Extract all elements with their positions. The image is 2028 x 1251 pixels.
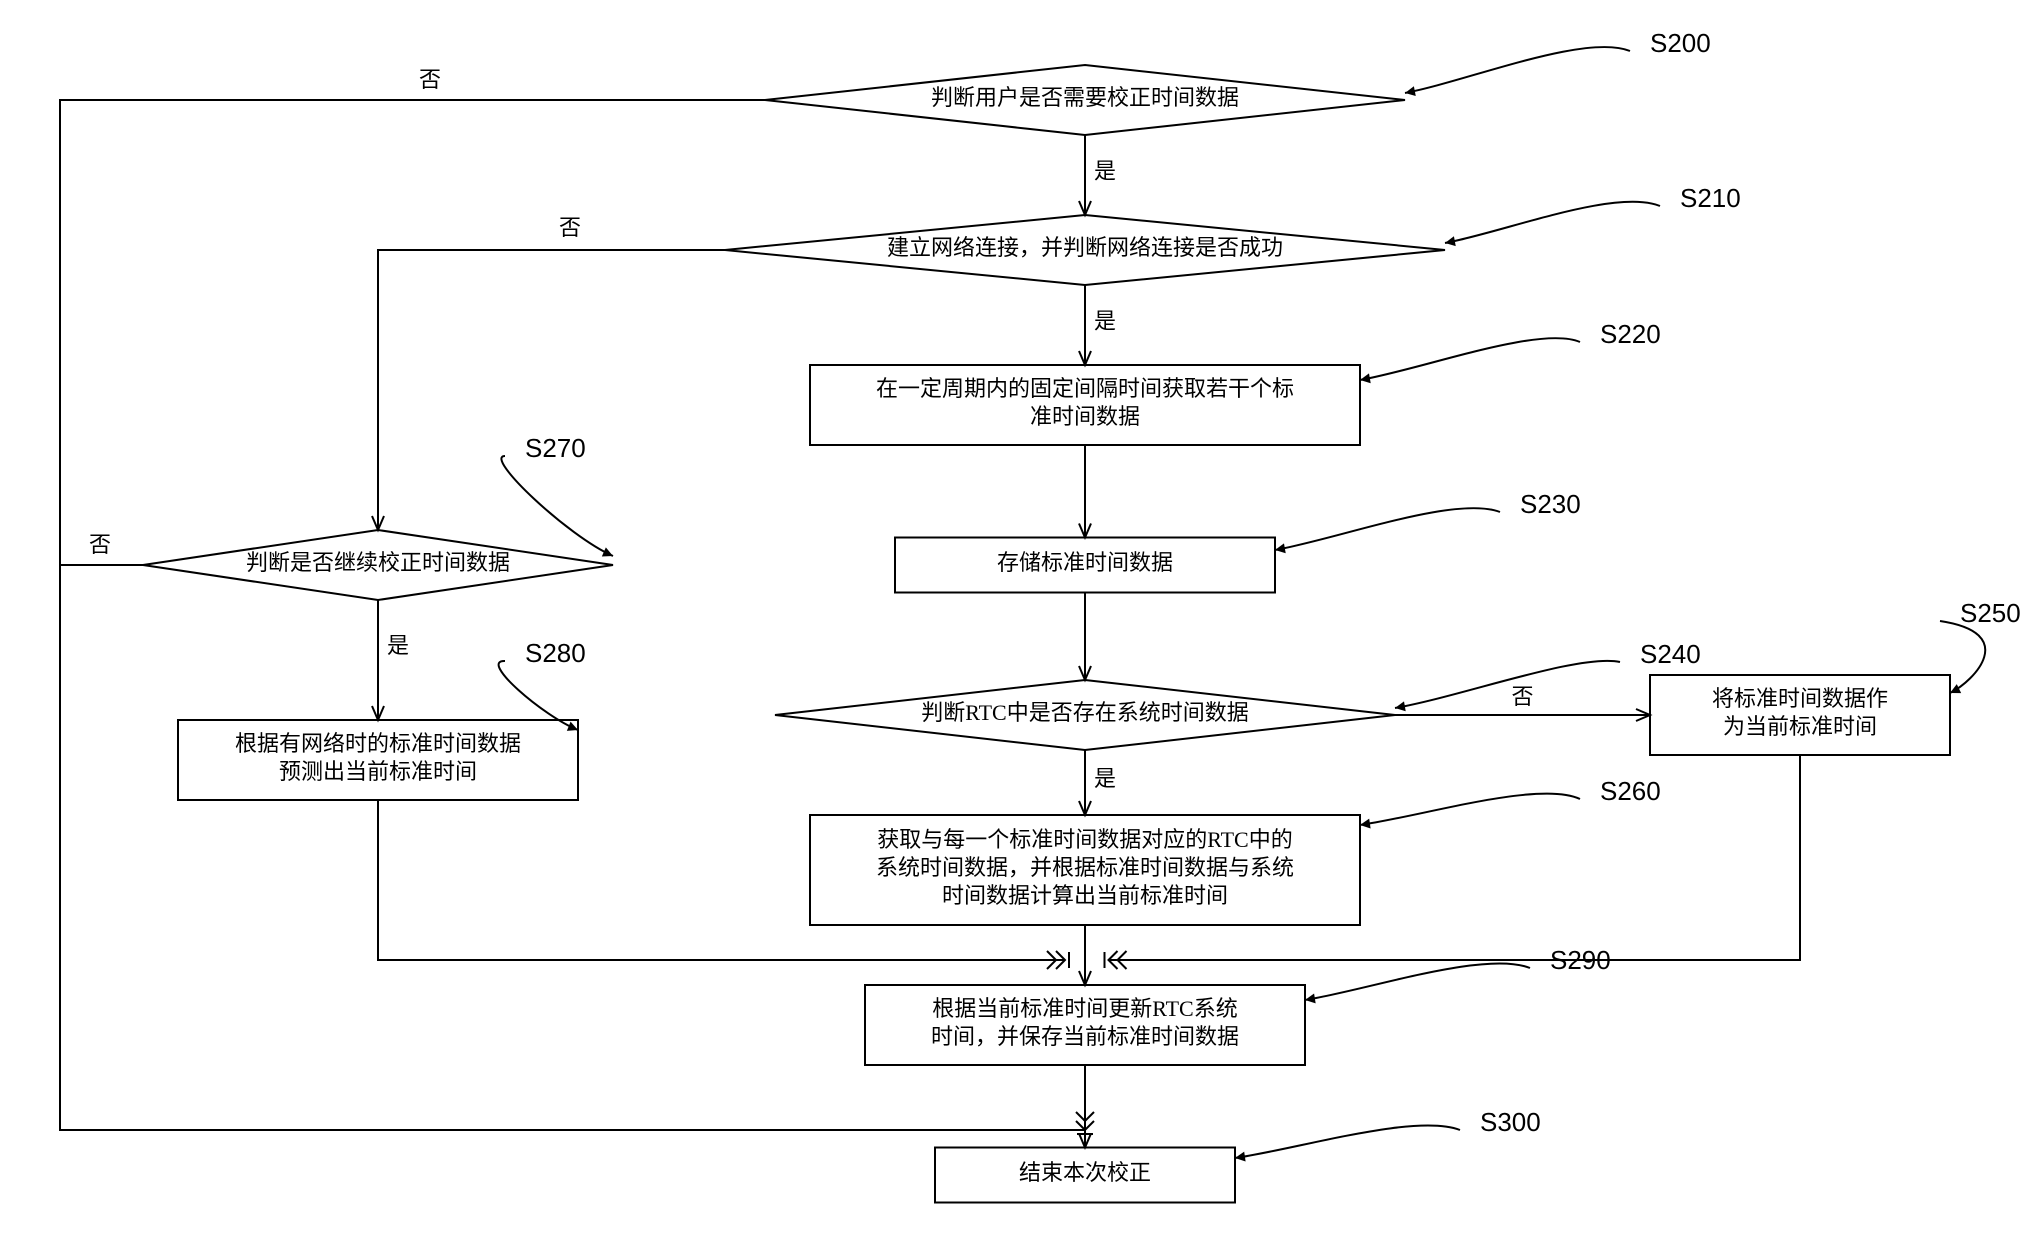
step-label-S300: S300 [1480, 1107, 1541, 1137]
leader-ptr-S220 [1360, 373, 1371, 383]
node-S290: 根据当前标准时间更新RTC系统时间，并保存当前标准时间数据 [865, 985, 1305, 1065]
node-S270: 判断是否继续校正时间数据 [143, 530, 613, 600]
leader-S240 [1395, 661, 1620, 708]
node-S300: 结束本次校正 [935, 1148, 1235, 1203]
node-S280-text: 预测出当前标准时间 [279, 759, 477, 784]
edge-7-label: 否 [1511, 684, 1533, 709]
leader-ptr-S290 [1305, 993, 1316, 1003]
node-S200-text: 判断用户是否需要校正时间数据 [931, 85, 1239, 110]
leader-S200 [1405, 47, 1630, 93]
node-S240-text: 判断RTC中是否存在系统时间数据 [921, 700, 1248, 725]
node-S300-text: 结束本次校正 [1019, 1160, 1151, 1185]
edge-4-label: 是 [1094, 766, 1116, 791]
leader-ptr-S300 [1235, 1152, 1246, 1162]
node-S260-text: 系统时间数据，并根据标准时间数据与系统 [876, 855, 1294, 880]
edge-13-label: 否 [89, 532, 111, 557]
step-label-S240: S240 [1640, 639, 1701, 669]
step-label-S280: S280 [525, 638, 586, 668]
node-S240: 判断RTC中是否存在系统时间数据 [775, 680, 1395, 750]
leader-ptr-S240 [1395, 701, 1406, 711]
leader-S300 [1235, 1125, 1460, 1158]
edge-1-label: 是 [1094, 308, 1116, 333]
leader-ptr-S210 [1445, 236, 1456, 246]
edge-8-label: 是 [387, 633, 409, 658]
step-label-S230: S230 [1520, 489, 1581, 519]
leader-S290 [1305, 963, 1530, 1000]
step-label-S270: S270 [525, 433, 586, 463]
node-S290-text: 根据当前标准时间更新RTC系统 [932, 996, 1237, 1021]
node-S250-text: 为当前标准时间 [1723, 714, 1877, 739]
edge-0-label: 是 [1094, 158, 1116, 183]
node-S200: 判断用户是否需要校正时间数据 [765, 65, 1405, 135]
leader-S210 [1445, 202, 1660, 243]
edge-9-label: 否 [559, 215, 581, 240]
step-label-S220: S220 [1600, 319, 1661, 349]
edge-12-label: 否 [419, 67, 441, 92]
leader-ptr-S200 [1405, 86, 1416, 96]
leader-ptr-S230 [1275, 543, 1286, 553]
node-S250: 将标准时间数据作为当前标准时间 [1650, 675, 1950, 755]
edge-9 [378, 250, 725, 530]
leader-ptr-S260 [1360, 819, 1371, 829]
node-S280-text: 根据有网络时的标准时间数据 [235, 731, 521, 756]
node-S210: 建立网络连接，并判断网络连接是否成功 [725, 215, 1445, 285]
step-label-S200: S200 [1650, 28, 1711, 58]
step-label-S260: S260 [1600, 776, 1661, 806]
node-S210-text: 建立网络连接，并判断网络连接是否成功 [887, 235, 1283, 260]
leader-S270 [501, 456, 613, 556]
step-label-S210: S210 [1680, 183, 1741, 213]
node-S230: 存储标准时间数据 [895, 538, 1275, 593]
node-S220-text: 准时间数据 [1030, 404, 1140, 429]
node-S280: 根据有网络时的标准时间数据预测出当前标准时间 [178, 720, 578, 800]
node-S230-text: 存储标准时间数据 [997, 550, 1173, 575]
node-S220: 在一定周期内的固定间隔时间获取若干个标准时间数据 [810, 365, 1360, 445]
node-S270-text: 判断是否继续校正时间数据 [246, 550, 510, 575]
node-S220-text: 在一定周期内的固定间隔时间获取若干个标 [876, 376, 1294, 401]
leader-S260 [1360, 794, 1580, 825]
node-S250-text: 将标准时间数据作 [1712, 686, 1888, 711]
node-S290-text: 时间，并保存当前标准时间数据 [931, 1024, 1239, 1049]
step-label-S250: S250 [1960, 598, 2021, 628]
node-S260-text: 获取与每一个标准时间数据对应的RTC中的 [877, 827, 1292, 852]
leader-S220 [1360, 338, 1580, 380]
leader-ptr-S250 [1950, 684, 1961, 693]
node-S260-text: 时间数据计算出当前标准时间 [942, 883, 1228, 908]
node-S260: 获取与每一个标准时间数据对应的RTC中的系统时间数据，并根据标准时间数据与系统时… [810, 815, 1360, 925]
leader-S230 [1275, 508, 1500, 550]
